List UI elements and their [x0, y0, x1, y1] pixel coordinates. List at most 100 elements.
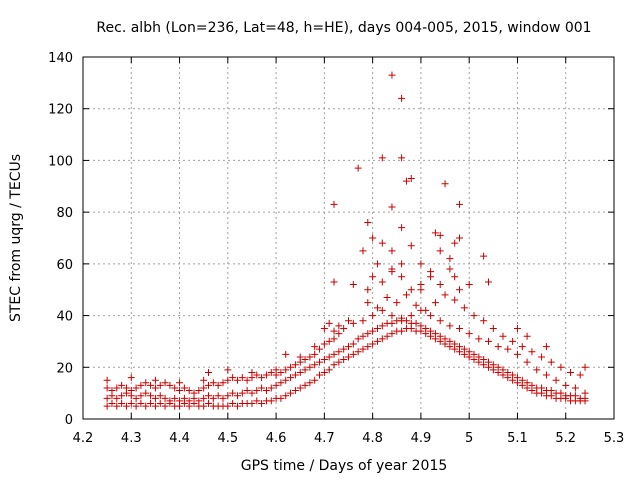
data-point	[547, 358, 555, 366]
data-point	[176, 397, 184, 405]
plot-frame	[82, 56, 615, 420]
data-point	[267, 397, 275, 405]
data-point	[205, 381, 213, 389]
data-points	[103, 71, 589, 410]
y-tick-label: 0	[65, 413, 73, 428]
data-point	[335, 348, 343, 356]
grid-lines	[83, 57, 614, 419]
data-point	[306, 363, 314, 371]
data-point	[277, 379, 285, 387]
data-point	[272, 381, 280, 389]
data-point	[142, 389, 150, 397]
data-point	[364, 343, 372, 351]
data-point	[436, 231, 444, 239]
data-point	[233, 392, 241, 400]
data-point	[456, 343, 464, 351]
data-point	[195, 397, 203, 405]
data-point	[224, 376, 232, 384]
data-point	[320, 340, 328, 348]
x-tick-label: 4.6	[266, 431, 287, 446]
data-point	[301, 356, 309, 364]
data-point	[359, 332, 367, 340]
data-point	[132, 394, 140, 402]
data-point	[431, 229, 439, 237]
data-point	[253, 371, 261, 379]
data-point	[504, 368, 512, 376]
data-point	[369, 234, 377, 242]
data-point	[267, 368, 275, 376]
data-point	[166, 397, 174, 405]
data-point	[320, 356, 328, 364]
x-tick-label: 4.5	[217, 431, 238, 446]
x-axis-label: GPS time / Days of year 2015	[241, 458, 448, 474]
data-point	[291, 387, 299, 395]
data-point	[311, 376, 319, 384]
data-point	[354, 164, 362, 172]
data-point	[127, 387, 135, 395]
data-point	[156, 392, 164, 400]
data-point	[489, 325, 497, 332]
data-point	[340, 356, 348, 364]
data-point	[528, 381, 536, 389]
data-point	[330, 361, 338, 369]
data-point	[219, 394, 227, 402]
data-point	[489, 361, 497, 369]
data-point	[460, 345, 468, 353]
data-point	[301, 366, 309, 374]
data-point	[287, 389, 295, 397]
data-point	[369, 340, 377, 348]
data-point	[475, 353, 483, 361]
data-point	[147, 381, 155, 389]
data-point	[542, 343, 550, 351]
data-point	[316, 358, 324, 366]
data-point	[480, 252, 488, 260]
data-point	[200, 402, 208, 410]
data-point	[533, 366, 541, 374]
data-point	[103, 394, 111, 402]
data-point	[118, 399, 126, 407]
data-point	[209, 394, 217, 402]
data-point	[402, 317, 410, 325]
data-point	[494, 363, 502, 371]
data-point	[151, 394, 159, 402]
data-point	[330, 200, 338, 208]
data-point	[373, 337, 381, 345]
x-tick-labels: 4.2 4.3 4.4 4.5 4.6 4.7 4.8 4.9 5 5.1 5.2 5.3	[73, 431, 625, 446]
data-point	[156, 381, 164, 389]
data-point	[465, 281, 473, 289]
data-point	[282, 392, 290, 400]
data-point	[417, 260, 425, 268]
data-point	[378, 278, 386, 286]
data-point	[316, 371, 324, 379]
data-point	[398, 314, 406, 322]
data-point	[509, 371, 517, 379]
data-point	[480, 356, 488, 364]
data-point	[398, 273, 406, 281]
data-point	[200, 394, 208, 402]
data-point	[407, 312, 415, 320]
data-point	[180, 394, 188, 402]
data-point	[113, 394, 121, 402]
data-point	[209, 379, 217, 387]
data-point	[422, 306, 430, 314]
data-point	[441, 180, 449, 188]
data-point	[156, 399, 164, 407]
data-point	[161, 402, 169, 410]
data-point	[407, 175, 415, 183]
data-point	[427, 268, 435, 276]
data-point	[325, 366, 333, 374]
data-point	[161, 394, 169, 402]
data-point	[200, 384, 208, 392]
data-point	[282, 376, 290, 384]
data-point	[320, 325, 328, 332]
data-point	[456, 325, 464, 332]
data-point	[147, 392, 155, 400]
data-point	[393, 299, 401, 307]
data-point	[349, 350, 357, 358]
data-point	[127, 374, 135, 382]
y-tick-label: 80	[56, 206, 73, 221]
data-point	[402, 291, 410, 299]
data-point	[465, 330, 473, 338]
data-point	[571, 392, 579, 400]
data-point	[378, 322, 386, 330]
